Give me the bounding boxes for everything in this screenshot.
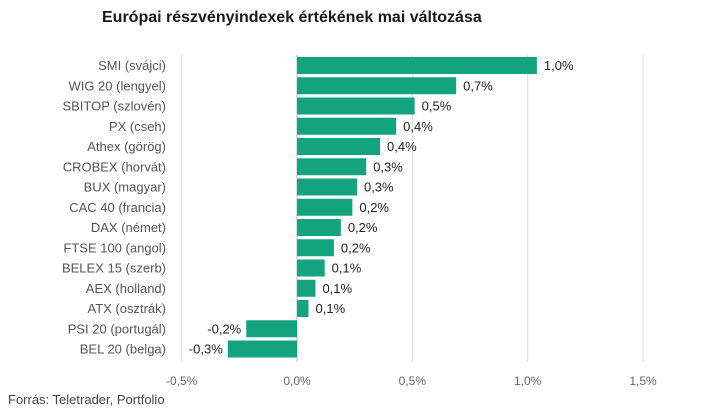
category-label: Athex (görög) xyxy=(87,139,166,154)
category-label: SBITOP (szlovén) xyxy=(62,99,166,114)
bar xyxy=(297,138,381,155)
bars xyxy=(227,57,537,358)
category-label: PSI 20 (portugál) xyxy=(68,321,166,336)
category-label: FTSE 100 (angol) xyxy=(63,240,166,255)
x-tick-label: 0,0% xyxy=(283,374,311,388)
bar xyxy=(297,77,457,95)
data-label: 1,0% xyxy=(544,58,574,73)
x-axis-tick-labels: -0,5% 0,0% 0,5% 1,0% 1,5% xyxy=(166,374,657,388)
category-label: BEL 20 (belga) xyxy=(80,342,166,357)
category-label: WIG 20 (lengyel) xyxy=(68,78,166,93)
bar xyxy=(297,198,353,216)
data-label: 0,2% xyxy=(341,240,371,255)
x-tick-label: 0,5% xyxy=(399,374,427,388)
data-label: 0,2% xyxy=(348,220,378,235)
bar xyxy=(246,320,297,338)
data-label: -0,3% xyxy=(189,342,223,357)
category-label: SMI (svájci) xyxy=(98,58,166,73)
category-label: CAC 40 (francia) xyxy=(69,200,166,215)
chart-title: Európai részvényindexek értékének mai vá… xyxy=(102,9,482,26)
category-label: PX (cseh) xyxy=(109,119,166,134)
category-labels: SMI (svájci) WIG 20 (lengyel) SBITOP (szlo… xyxy=(62,58,166,357)
data-label: 0,3% xyxy=(364,180,394,195)
category-label: ATX (osztrák) xyxy=(88,301,167,316)
category-label: CROBEX (horvát) xyxy=(63,159,166,174)
category-label: BUX (magyar) xyxy=(84,180,166,195)
bar xyxy=(297,300,309,317)
x-tick-label: -0,5% xyxy=(166,374,198,388)
data-label: 0,4% xyxy=(403,119,433,134)
data-label: 0,1% xyxy=(316,301,346,316)
data-label: 0,3% xyxy=(373,159,403,174)
bar xyxy=(297,97,415,115)
bar xyxy=(297,178,357,196)
data-label: -0,2% xyxy=(207,321,241,336)
value-labels: 1,0% 0,7% 0,5% 0,4% 0,4% 0,3% 0,3% 0,2% 0,2% 0,2%… xyxy=(189,58,574,357)
x-tick-label: 1,5% xyxy=(629,374,657,388)
bar xyxy=(297,219,341,236)
bar xyxy=(297,117,397,135)
source-note: Forrás: Teletrader, Portfolio xyxy=(8,392,165,407)
category-label: AEX (holland) xyxy=(86,281,166,296)
bar xyxy=(297,158,367,176)
data-label: 0,2% xyxy=(359,200,389,215)
category-label: DAX (német) xyxy=(91,220,166,235)
bar xyxy=(297,57,537,74)
bar xyxy=(297,259,325,277)
category-label: BELEX 15 (szerb) xyxy=(62,261,166,276)
data-label: 0,4% xyxy=(387,139,417,154)
bar xyxy=(297,279,316,297)
data-label: 0,1% xyxy=(322,281,352,296)
data-label: 0,7% xyxy=(463,78,493,93)
bar xyxy=(297,239,334,257)
x-tick-label: 1,0% xyxy=(514,374,542,388)
data-label: 0,1% xyxy=(332,261,362,276)
bar xyxy=(227,340,297,358)
data-label: 0,5% xyxy=(422,99,452,114)
